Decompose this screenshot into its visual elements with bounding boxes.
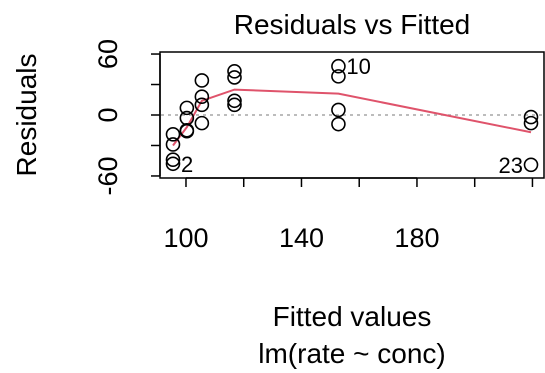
smoother-line: [172, 88, 532, 147]
residual-point: [194, 89, 210, 105]
residual-point: [331, 116, 346, 132]
residual-point: [194, 115, 210, 131]
residual-point: [523, 109, 539, 125]
residual-point: [165, 137, 181, 152]
residual-point: [523, 157, 539, 173]
x-tick-label: 100: [163, 223, 208, 253]
residual-point: [227, 97, 242, 113]
residual-point: [331, 102, 346, 118]
residual-point: [165, 127, 181, 142]
residual-point: [165, 156, 181, 172]
residual-point: [331, 58, 346, 74]
y-axis-label: Residuals: [11, 54, 42, 177]
y-tick-label: 0: [93, 107, 123, 122]
residual-point: [194, 97, 210, 113]
x-tick-label: 140: [279, 223, 324, 253]
point-id-label: 23: [499, 153, 523, 178]
x-axis-ticks: 100 140 180: [163, 177, 534, 253]
residual-point: [165, 152, 181, 168]
x-tick-label: 180: [394, 223, 439, 253]
residual-point: [227, 64, 242, 79]
residual-point: [227, 70, 242, 85]
residual-point: [523, 115, 539, 131]
residual-point: [331, 69, 346, 84]
chart-title: Residuals vs Fitted: [234, 9, 471, 40]
point-labels: 10 2 23: [181, 54, 523, 178]
point-id-label: 10: [346, 54, 370, 79]
y-axis-ticks: -60 0 60: [93, 39, 161, 195]
x-axis-sublabel: lm(rate ~ conc): [258, 338, 446, 369]
x-axis-label: Fitted values: [273, 301, 432, 332]
y-tick-label: -60: [93, 156, 123, 195]
residual-point: [194, 73, 210, 88]
residual-point: [179, 100, 195, 116]
y-tick-label: 60: [93, 39, 123, 69]
residual-points: [165, 58, 539, 173]
plot-frame: [159, 51, 545, 179]
point-id-label: 2: [181, 152, 193, 177]
residual-point: [227, 93, 242, 109]
residual-point: [179, 110, 195, 126]
